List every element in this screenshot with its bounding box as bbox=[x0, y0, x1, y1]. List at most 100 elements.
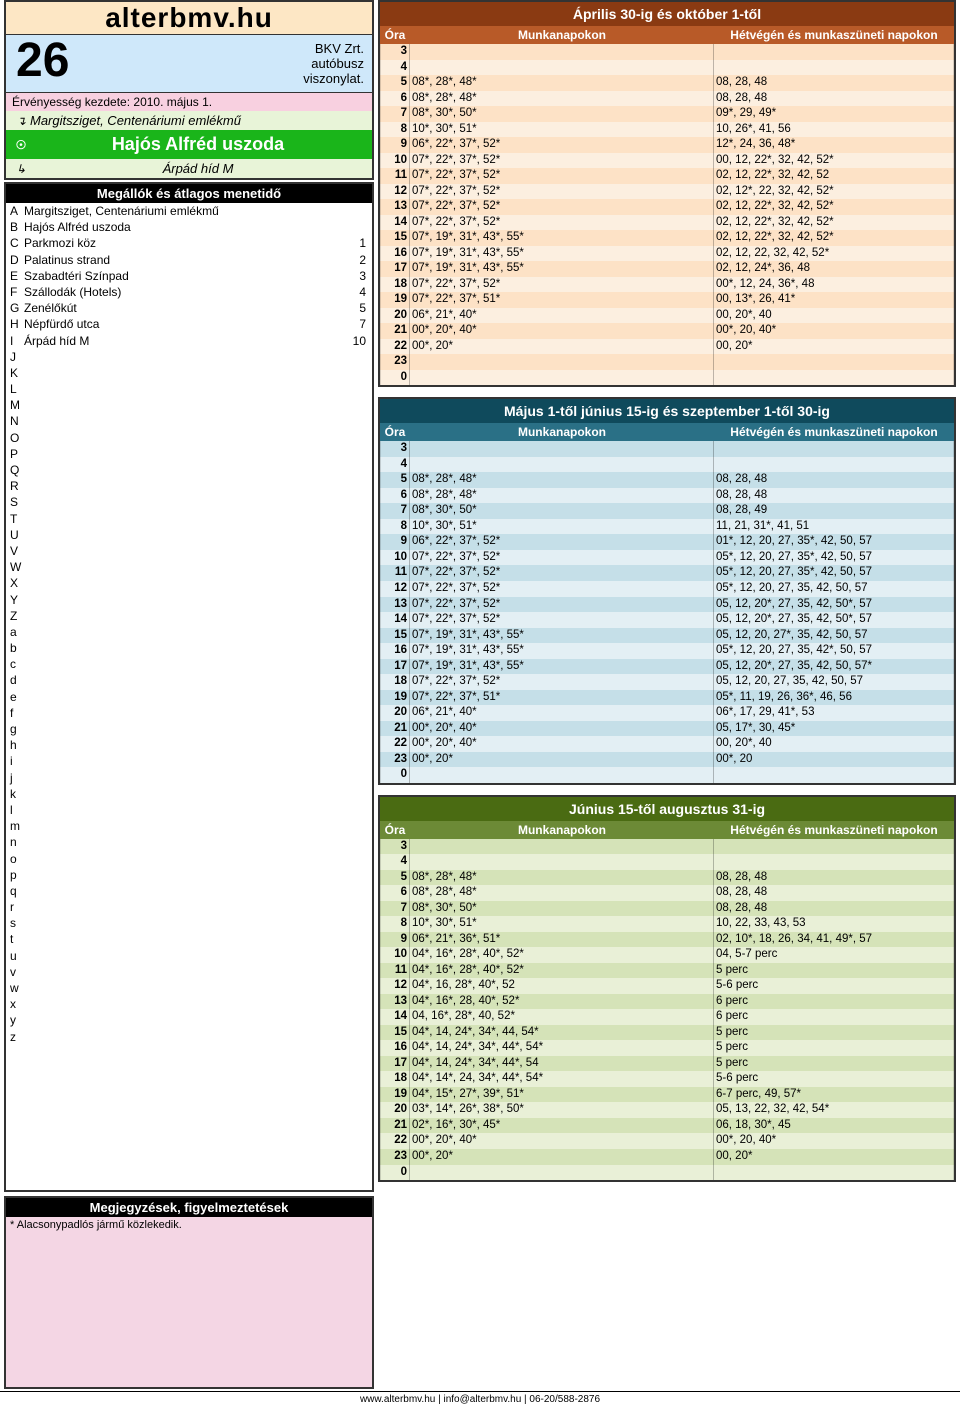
timetable-row: 708*, 30*, 50*08, 28, 48 bbox=[380, 901, 954, 917]
stop-row: N bbox=[6, 413, 372, 429]
cell-workday: 06*, 21*, 36*, 51* bbox=[410, 932, 714, 948]
cell-weekend: 6-7 perc, 49, 57* bbox=[714, 1087, 954, 1103]
stop-row: t bbox=[6, 931, 372, 947]
stop-code: X bbox=[6, 575, 24, 591]
col-weekend-label: Hétvégén és munkaszüneti napokon bbox=[714, 26, 954, 44]
cell-hour: 23 bbox=[380, 752, 410, 768]
cell-workday: 08*, 28*, 48* bbox=[410, 472, 714, 488]
stop-code: v bbox=[6, 964, 24, 980]
stop-time bbox=[344, 786, 372, 802]
cell-workday: 07*, 22*, 37*, 51* bbox=[410, 292, 714, 308]
stop-name bbox=[24, 349, 344, 365]
stop-time bbox=[344, 948, 372, 964]
timetable-row: 508*, 28*, 48*08, 28, 48 bbox=[380, 75, 954, 91]
cell-workday bbox=[410, 354, 714, 370]
stop-code: W bbox=[6, 559, 24, 575]
stop-time: 3 bbox=[344, 268, 372, 284]
cell-hour: 6 bbox=[380, 885, 410, 901]
stop-name bbox=[24, 818, 344, 834]
stop-time bbox=[344, 527, 372, 543]
cell-hour: 11 bbox=[380, 168, 410, 184]
stop-code: e bbox=[6, 689, 24, 705]
cell-hour: 16 bbox=[380, 246, 410, 262]
stop-time bbox=[344, 559, 372, 575]
cell-workday: 04*, 14, 24*, 34*, 44*, 54 bbox=[410, 1056, 714, 1072]
cell-hour: 12 bbox=[380, 184, 410, 200]
stop-name bbox=[24, 511, 344, 527]
cell-hour: 23 bbox=[380, 354, 410, 370]
cell-workday: 00*, 20*, 40* bbox=[410, 1133, 714, 1149]
stop-row: W bbox=[6, 559, 372, 575]
stop-row: O bbox=[6, 430, 372, 446]
timetable-row: 2300*, 20*00, 20* bbox=[380, 1149, 954, 1165]
cell-hour: 4 bbox=[380, 60, 410, 76]
stop-code: x bbox=[6, 996, 24, 1012]
stop-row: J bbox=[6, 349, 372, 365]
stop-code: L bbox=[6, 381, 24, 397]
cell-hour: 12 bbox=[380, 581, 410, 597]
col-weekend-label: Hétvégén és munkaszüneti napokon bbox=[714, 821, 954, 839]
cell-workday: 04, 16*, 28*, 40, 52* bbox=[410, 1009, 714, 1025]
stop-code: s bbox=[6, 915, 24, 931]
cell-hour: 18 bbox=[380, 277, 410, 293]
timetable-row: 2006*, 21*, 40*00, 20*, 40 bbox=[380, 308, 954, 324]
cell-hour: 17 bbox=[380, 659, 410, 675]
cell-workday: 03*, 14*, 26*, 38*, 50* bbox=[410, 1102, 714, 1118]
stop-time bbox=[344, 219, 372, 235]
cell-workday: 08*, 30*, 50* bbox=[410, 503, 714, 519]
cell-workday bbox=[410, 1165, 714, 1181]
stop-row: K bbox=[6, 365, 372, 381]
timetable-row: 1907*, 22*, 37*, 51*05*, 11, 19, 26, 36*… bbox=[380, 690, 954, 706]
stop-name bbox=[24, 770, 344, 786]
stop-time: 7 bbox=[344, 316, 372, 332]
col-workday-label: Munkanapokon bbox=[410, 26, 714, 44]
stop-code: g bbox=[6, 721, 24, 737]
terminus-start-label: Margitsziget, Centenáriumi emlékmű bbox=[30, 113, 366, 128]
stop-row: DPalatinus strand2 bbox=[6, 252, 372, 268]
timetable-row: 4 bbox=[380, 854, 954, 870]
stop-row: ESzabadtéri Színpad3 bbox=[6, 268, 372, 284]
timetable-row: 1007*, 22*, 37*, 52*00, 12, 22*, 32, 42,… bbox=[380, 153, 954, 169]
cell-hour: 9 bbox=[380, 534, 410, 550]
timetable-row: 1307*, 22*, 37*, 52*02, 12, 22*, 32, 42,… bbox=[380, 199, 954, 215]
cell-weekend: 00, 20*, 40 bbox=[714, 308, 954, 324]
terminus-start: ↴ Margitsziget, Centenáriumi emlékmű bbox=[6, 111, 372, 130]
stop-name bbox=[24, 624, 344, 640]
stop-code: b bbox=[6, 640, 24, 656]
cell-weekend: 08, 28, 48 bbox=[714, 885, 954, 901]
cell-workday: 04*, 14, 24*, 34*, 44, 54* bbox=[410, 1025, 714, 1041]
stop-name bbox=[24, 851, 344, 867]
timetable-row: 23 bbox=[380, 354, 954, 370]
stop-time bbox=[344, 883, 372, 899]
cell-weekend: 11, 21, 31*, 41, 51 bbox=[714, 519, 954, 535]
cell-weekend: 02, 12, 22, 32, 42, 52* bbox=[714, 246, 954, 262]
cell-weekend bbox=[714, 354, 954, 370]
stop-row: M bbox=[6, 397, 372, 413]
timetable-row: 1107*, 22*, 37*, 52*05*, 12, 20, 27, 35*… bbox=[380, 565, 954, 581]
cell-hour: 14 bbox=[380, 1009, 410, 1025]
cell-weekend: 05, 17*, 30, 45* bbox=[714, 721, 954, 737]
stop-time bbox=[344, 689, 372, 705]
stop-row: j bbox=[6, 770, 372, 786]
stop-time bbox=[344, 996, 372, 1012]
cell-hour: 15 bbox=[380, 230, 410, 246]
cell-workday bbox=[410, 60, 714, 76]
cell-workday: 07*, 22*, 37*, 52* bbox=[410, 168, 714, 184]
stop-code: Q bbox=[6, 462, 24, 478]
stop-name: Margitsziget, Centenáriumi emlékmű bbox=[24, 203, 344, 219]
timetable-row: 708*, 30*, 50*08, 28, 49 bbox=[380, 503, 954, 519]
cell-workday: 10*, 30*, 51* bbox=[410, 519, 714, 535]
stop-time bbox=[344, 802, 372, 818]
stop-code: j bbox=[6, 770, 24, 786]
cell-weekend: 5 perc bbox=[714, 1040, 954, 1056]
timetable-row: 1704*, 14, 24*, 34*, 44*, 545 perc bbox=[380, 1056, 954, 1072]
route-info: BKV Zrt. autóbusz viszonylat. bbox=[79, 35, 372, 92]
stop-row: V bbox=[6, 543, 372, 559]
cell-weekend: 10, 22, 33, 43, 53 bbox=[714, 916, 954, 932]
cell-weekend: 05*, 12, 20, 27, 35, 42, 50, 57 bbox=[714, 581, 954, 597]
cell-workday bbox=[410, 370, 714, 386]
cell-weekend: 00*, 20, 40* bbox=[714, 323, 954, 339]
stop-name bbox=[24, 446, 344, 462]
timetable-row: 1407*, 22*, 37*, 52*02, 12, 22*, 32, 42,… bbox=[380, 215, 954, 231]
stop-row: i bbox=[6, 753, 372, 769]
